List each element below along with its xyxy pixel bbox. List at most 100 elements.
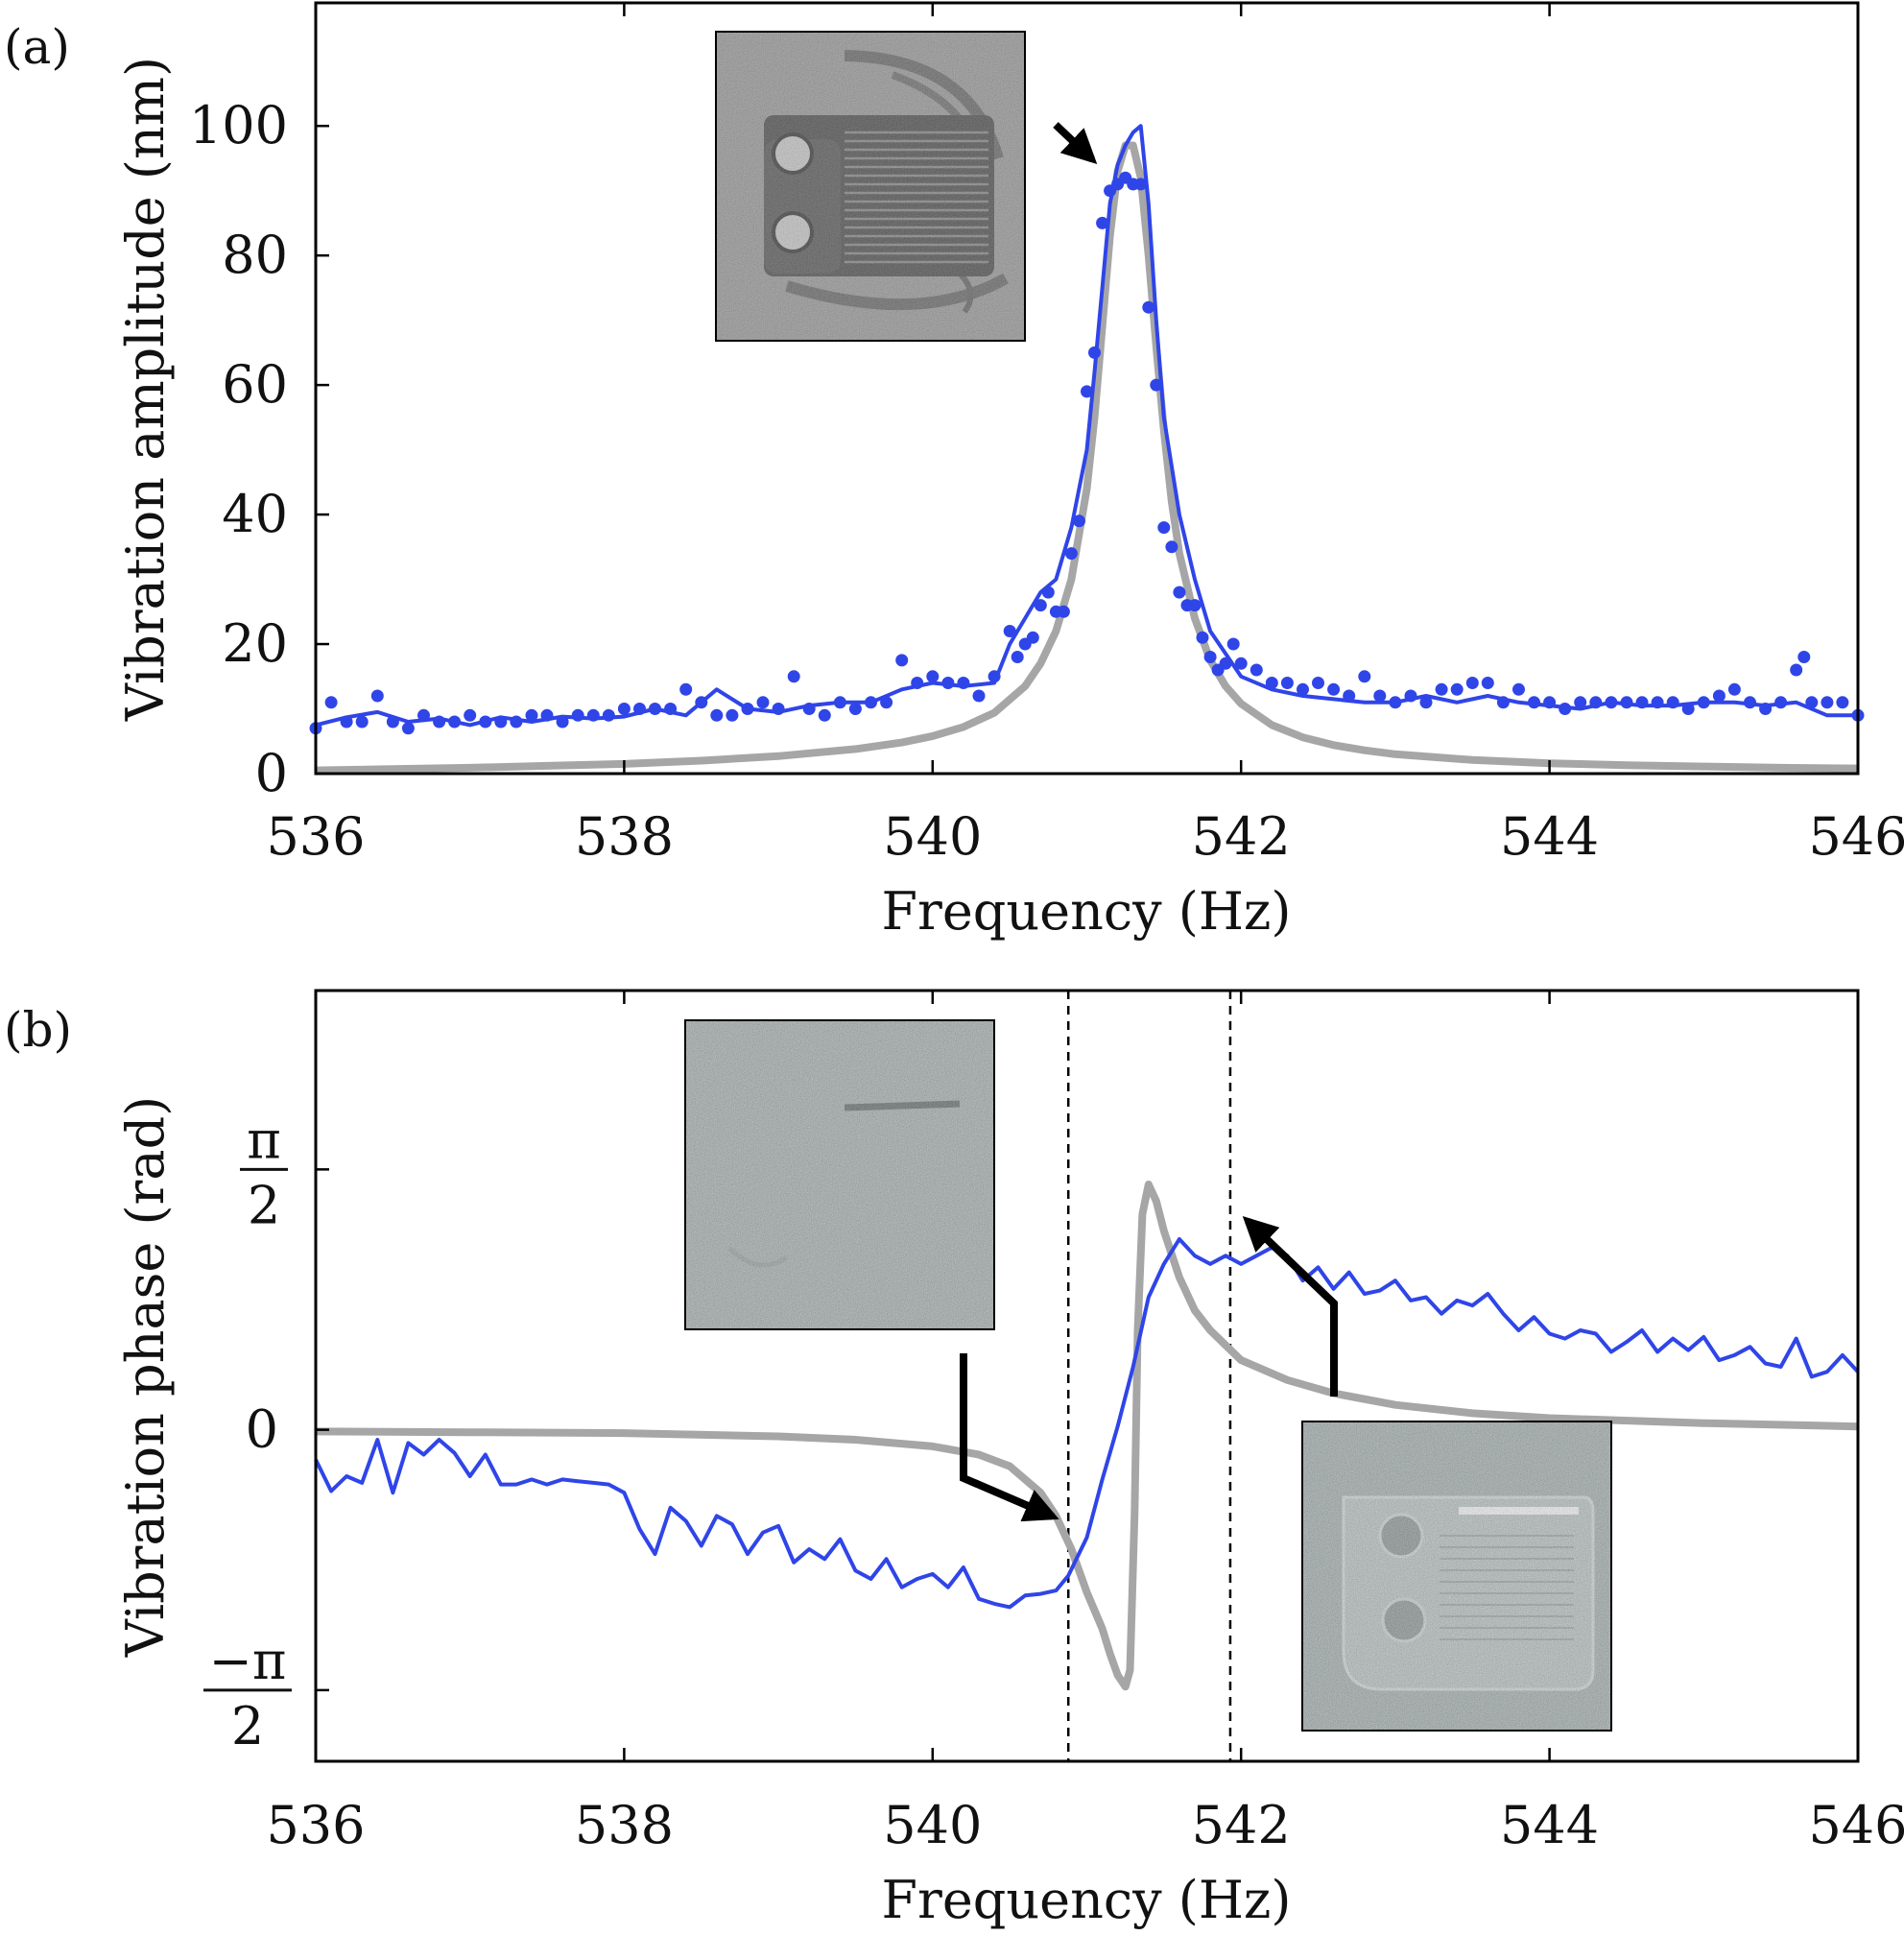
panel-b-ytick-0: 0 [246, 1399, 278, 1460]
panel-b-inset-image-left [684, 1019, 995, 1330]
panel-a-label: (a) [4, 19, 70, 75]
panel-a-xtick-546: 546 [1808, 806, 1904, 867]
panel-a-data-point [633, 703, 646, 715]
panel-a-data-point [957, 677, 970, 689]
panel-a-data-point [386, 715, 399, 729]
panel-b-y-ticks: π 2 0 −π 2 [203, 1110, 292, 1756]
panel-a-inset-arrow [1053, 122, 1098, 164]
panel-a-data-point [1234, 657, 1248, 670]
panel-a-data-point [1774, 696, 1788, 709]
panel-a-data-point [1389, 696, 1402, 709]
panel-a-data-point [710, 708, 724, 722]
panel-b-measured-line [314, 1237, 1860, 1610]
panel-b-xtick-544: 544 [1500, 1795, 1599, 1855]
panel-a-data-point [1327, 682, 1341, 696]
panel-a-data-point [1081, 385, 1093, 398]
panel-b-plot-area [314, 991, 1860, 1761]
panel-a-data-point [1744, 696, 1756, 709]
panel-a-data-point [1003, 625, 1016, 637]
panel-a-data-point [895, 654, 909, 667]
panel-a-data-point [1073, 514, 1085, 528]
panel-a-y-axis-label: Vibration amplitude (nm) [115, 57, 176, 722]
panel-a-data-point [1821, 696, 1834, 709]
panel-a-data-point [1419, 696, 1433, 709]
panel-a-ytick-20: 20 [222, 613, 288, 674]
panel-a-data-point [664, 703, 678, 715]
panel-a-xtick-544: 544 [1500, 806, 1599, 867]
panel-a-y-ticks: 0 20 40 60 80 100 [189, 95, 288, 803]
panel-a-data-point [1343, 689, 1356, 703]
panel-a-measured-line [315, 124, 1858, 728]
panel-b-xtick-540: 540 [883, 1795, 982, 1855]
panel-b-arrow-left-inset [960, 1353, 1059, 1522]
panel-a-inset-image [715, 31, 1026, 342]
panel-a-data-point [1727, 682, 1741, 696]
panel-a-data-point [1280, 677, 1294, 689]
panel-b-inset-image-right [1301, 1421, 1612, 1732]
panel-a-data-point [1096, 216, 1109, 229]
panel-a-data-point [525, 708, 538, 722]
panel-a-ytick-100: 100 [189, 95, 288, 155]
panel-a-data-point [1543, 696, 1557, 709]
panel-a-data-point [787, 670, 800, 683]
panel-a-data-point [756, 696, 770, 709]
panel-a-data-point [1297, 682, 1309, 696]
panel-b-xtick-536: 536 [266, 1795, 365, 1855]
panel-b-ytick-pi2-numerator: π [247, 1110, 281, 1170]
panel-a-data-point [1496, 696, 1510, 709]
panel-a-data-point [1250, 663, 1263, 677]
panel-a-data-point [1064, 547, 1078, 561]
panel-b-xtick-546: 546 [1808, 1795, 1904, 1855]
panel-a-plot-area [309, 3, 1865, 776]
panel-a-data-point [417, 708, 430, 722]
panel-a-data-point [1559, 703, 1572, 715]
panel-a-data-point [848, 703, 862, 715]
panel-a-data-point [1373, 689, 1387, 703]
panel-a-data-point [324, 696, 338, 709]
panel-a-data-point [818, 708, 831, 722]
panel-a-data-point [741, 703, 754, 715]
panel-a-data-point [1759, 703, 1773, 715]
panel-a-data-point [1165, 540, 1178, 554]
panel-b-x-ticks: 536 538 540 542 544 546 [266, 1795, 1904, 1855]
panel-a-data-point [679, 682, 693, 696]
panel-a-data-point [926, 670, 940, 683]
panel-a-data-point [479, 715, 492, 729]
panel-a-data-point [1605, 696, 1618, 709]
panel-a-data-point [1150, 378, 1163, 392]
panel-a-data-point [1450, 682, 1464, 696]
panel-a-data-point [464, 708, 477, 722]
panel-a-data-point [880, 696, 893, 709]
panel-a-data-point [1219, 657, 1232, 670]
panel-a-data-point [695, 696, 708, 709]
panel-b-ytick-pi2-denominator: 2 [248, 1175, 280, 1235]
panel-a-data-point [1528, 696, 1540, 709]
panel-a-xtick-542: 542 [1192, 806, 1291, 867]
panel-a-data-point [1312, 677, 1324, 689]
panel-a-data-point [1088, 346, 1101, 359]
panel-a-data-point [988, 670, 1001, 683]
panel-a-data-point [1481, 677, 1494, 689]
panel-a-data-point [1134, 178, 1148, 191]
panel-a-data-point [802, 703, 816, 715]
panel-a-data-point [1651, 696, 1664, 709]
panel-a-data-point [494, 715, 508, 729]
panel-a-data-point [911, 677, 924, 689]
panel-b-ytick-neg-pi2-numerator: −π [209, 1631, 287, 1691]
panel-a-data-point [1620, 696, 1633, 709]
panel-a-data-point [1173, 585, 1186, 599]
panel-a-data-point [433, 715, 446, 729]
panel-a-data-point [1057, 605, 1070, 618]
panel-a-data-point [1666, 696, 1679, 709]
panel-a-data-point [1034, 599, 1047, 612]
panel-a-data-point [649, 703, 661, 715]
panel-a-data-point [401, 722, 415, 735]
panel-a-data-point [972, 689, 986, 703]
panel-a-data-point [1011, 651, 1024, 663]
panel-a-xtick-540: 540 [883, 806, 982, 867]
panel-a-data-point [1681, 703, 1695, 715]
panel-a-data-point [1574, 696, 1587, 709]
panel-a-model-curve [315, 141, 1859, 775]
panel-a-ytick-40: 40 [222, 484, 288, 544]
panel-a-data-point [941, 677, 955, 689]
